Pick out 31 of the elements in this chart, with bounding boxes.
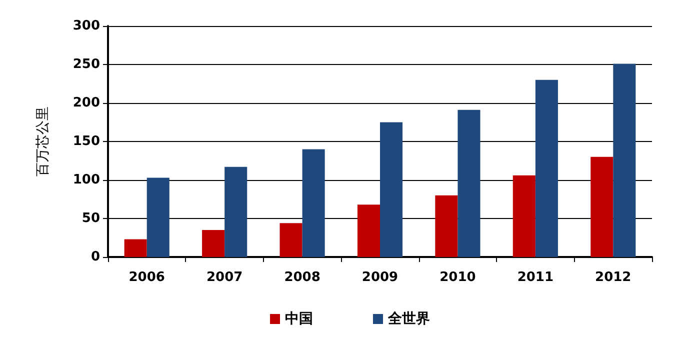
x-tick-label: 2006 (128, 270, 165, 285)
legend-label: 中国 (285, 311, 313, 327)
bar (280, 223, 302, 257)
bar (357, 204, 380, 257)
bar (613, 64, 636, 257)
x-tick-label: 2010 (440, 270, 476, 285)
x-tick-label: 2007 (206, 270, 243, 285)
bar (224, 166, 248, 257)
y-tick-label: 50 (82, 211, 100, 226)
x-tick-label: 2009 (362, 270, 398, 285)
y-tick-label: 200 (72, 96, 100, 110)
bar (124, 239, 147, 257)
x-tick-label: 2012 (595, 270, 632, 285)
bar (535, 80, 558, 257)
bar (435, 195, 458, 257)
bar (590, 156, 614, 257)
bar (302, 149, 325, 257)
y-axis-title: 百万芯公里 (35, 106, 51, 176)
bar (458, 110, 480, 257)
bar (380, 122, 403, 257)
bar (146, 178, 170, 257)
y-tick-label: 250 (72, 57, 100, 72)
y-tick-label: 300 (72, 18, 100, 34)
y-tick-label: 100 (72, 172, 100, 188)
bar (512, 175, 536, 257)
x-tick-label: 2011 (517, 270, 554, 285)
y-tick-label: 0 (90, 250, 100, 264)
legend-label: 全世界 (387, 311, 430, 327)
x-tick-label: 2008 (284, 270, 320, 285)
y-tick-label: 150 (72, 134, 100, 149)
bar (202, 230, 225, 257)
